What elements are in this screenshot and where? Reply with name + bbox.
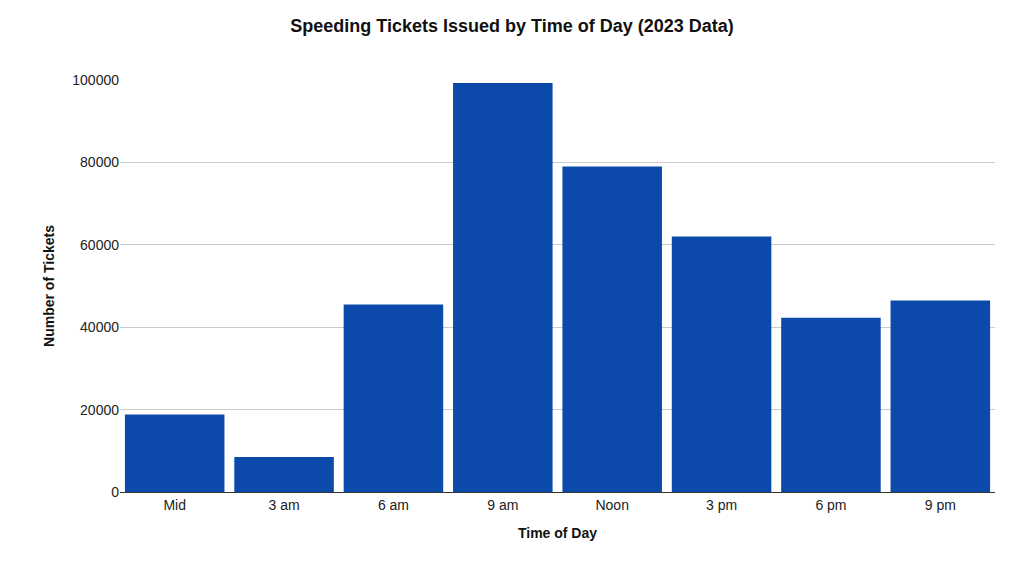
svg-text:Speeding Tickets Issued by Tim: Speeding Tickets Issued by Time of Day (… [290,16,734,36]
svg-text:6 pm: 6 pm [815,497,846,513]
svg-text:0: 0 [111,484,119,500]
svg-text:9 pm: 9 pm [925,497,956,513]
svg-text:20000: 20000 [80,402,119,418]
svg-text:Mid: Mid [163,497,186,513]
svg-text:100000: 100000 [72,72,119,88]
svg-text:Noon: Noon [595,497,628,513]
svg-text:Time of Day: Time of Day [518,525,597,541]
svg-text:80000: 80000 [80,154,119,170]
svg-text:40000: 40000 [80,319,119,335]
svg-text:9 am: 9 am [487,497,518,513]
svg-text:Number of Tickets: Number of Tickets [41,225,57,347]
svg-text:60000: 60000 [80,237,119,253]
svg-text:3 pm: 3 pm [706,497,737,513]
svg-text:6 am: 6 am [378,497,409,513]
svg-text:3 am: 3 am [268,497,299,513]
